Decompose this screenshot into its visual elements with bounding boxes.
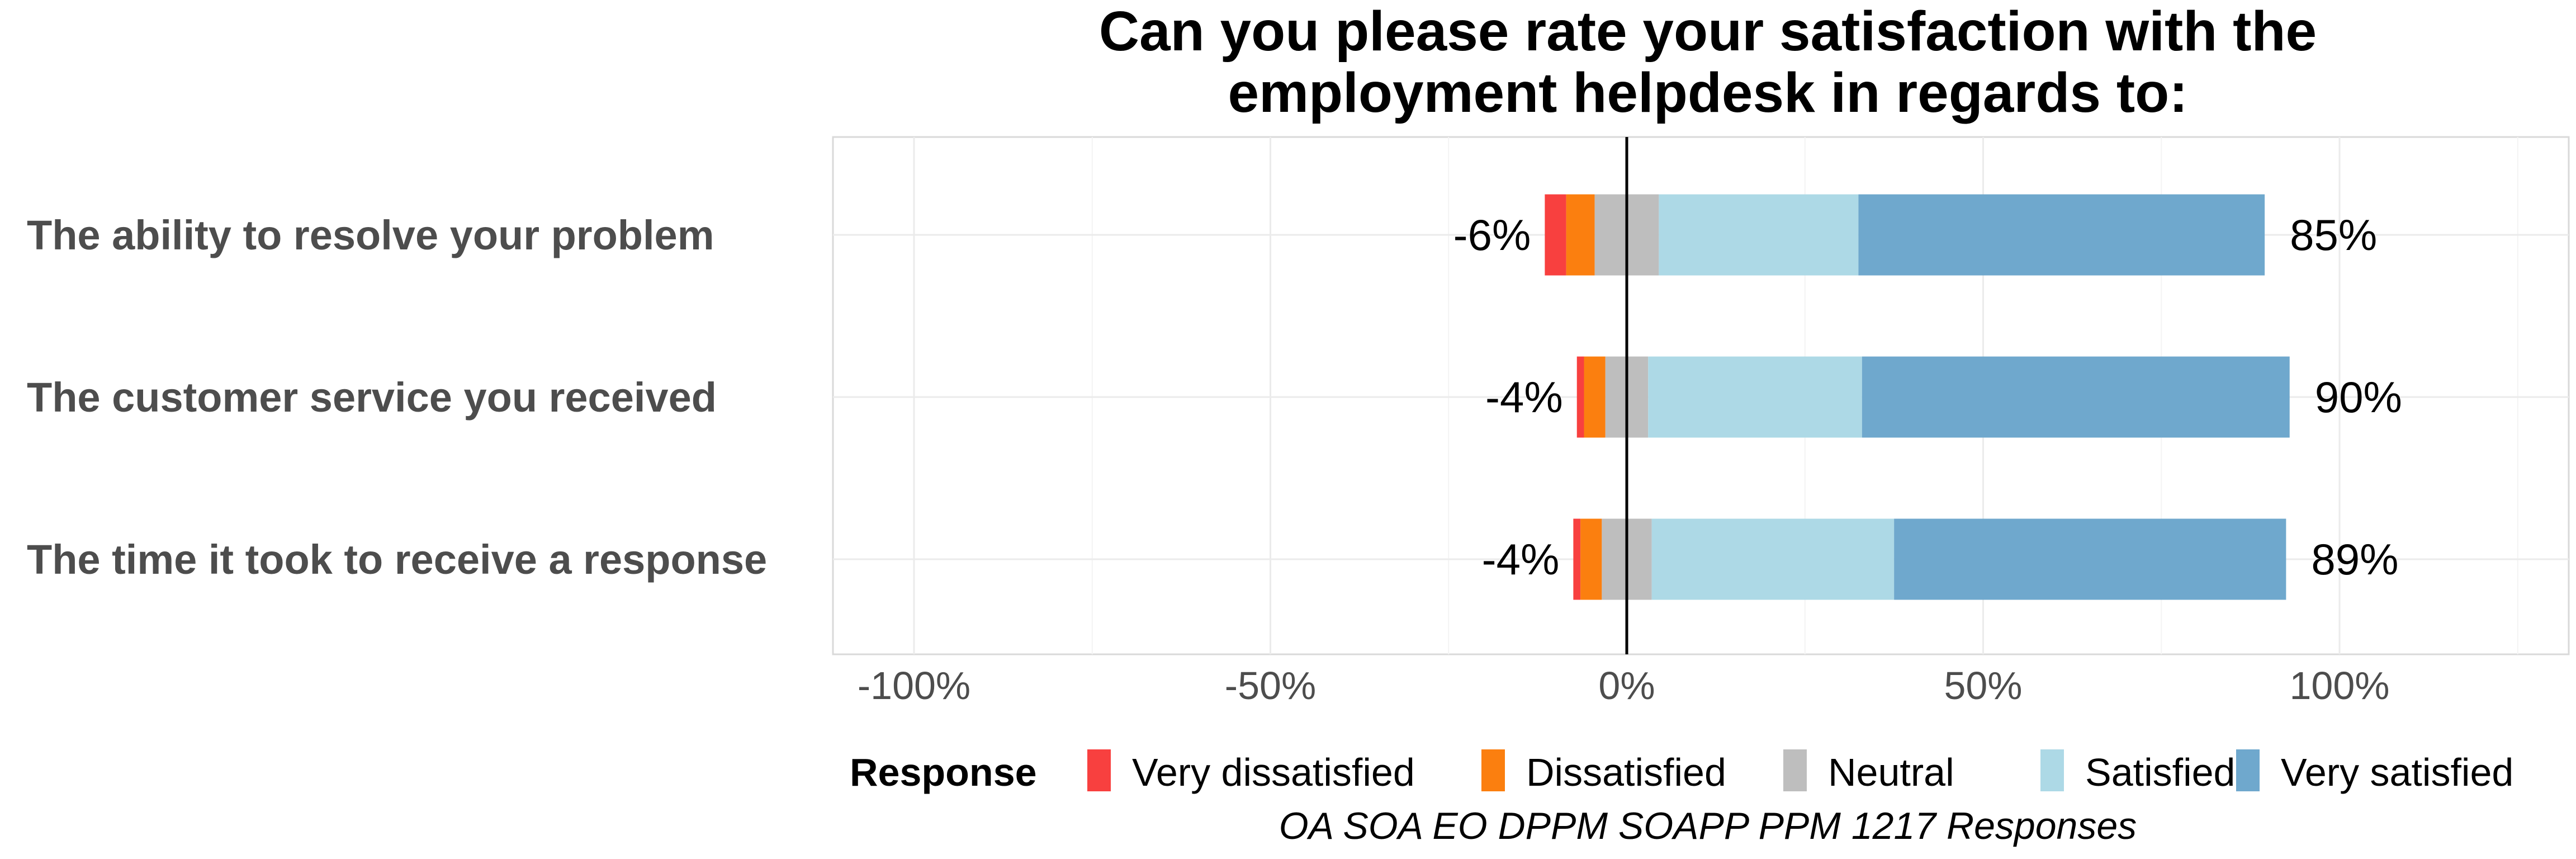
data-labels: -6% 85% -4% 90% -4% 89%: [1453, 210, 2402, 584]
x-tick-label-1: -50%: [1225, 664, 1316, 707]
bar-0-3: [1659, 194, 1859, 276]
category-label-1: The customer service you received: [27, 374, 717, 421]
legend-label-1: Dissatisfied: [1526, 751, 1726, 794]
bar-0-1: [1566, 194, 1595, 276]
pos-label-1: 90%: [2315, 372, 2402, 422]
legend-swatch-4: [2236, 749, 2260, 791]
category-labels: The ability to resolve your problem The c…: [27, 212, 767, 583]
bar-2-3: [1651, 518, 1895, 600]
bar-1-4: [1862, 356, 2290, 438]
bar-2-4: [1894, 518, 2286, 600]
legend-label-4: Very satisfied: [2281, 751, 2513, 794]
pos-label-2: 89%: [2311, 535, 2398, 584]
neg-label-0: -6%: [1453, 210, 1531, 259]
x-tick-label-2: 0%: [1598, 664, 1655, 707]
legend-title: Response: [850, 751, 1037, 794]
category-label-2: The time it took to receive a response: [27, 536, 767, 583]
bar-2-1: [1580, 518, 1602, 600]
x-tick-label-0: -100%: [858, 664, 970, 707]
x-axis-ticks: -100% -50% 0% 50% 100%: [858, 664, 2390, 707]
chart-title-line-2: employment helpdesk in regards to:: [1228, 62, 2187, 124]
chart-caption: OA SOA EO DPPM SOAPP PPM 1217 Responses: [1279, 805, 2137, 847]
bar-1-0: [1576, 356, 1584, 438]
bars: [1545, 194, 2290, 600]
bar-0-4: [1858, 194, 2265, 276]
bar-1-3: [1648, 356, 1862, 438]
legend-swatch-0: [1087, 749, 1111, 791]
legend-label-2: Neutral: [1828, 751, 1954, 794]
legend-swatch-2: [1783, 749, 1807, 791]
legend-label-3: Satisfied: [2085, 751, 2235, 794]
x-tick-label-3: 50%: [1944, 664, 2022, 707]
bar-1-1: [1584, 356, 1606, 438]
neg-label-2: -4%: [1482, 535, 1560, 584]
legend: Response Very dissatisfied Dissatisfied Ne…: [850, 749, 2513, 794]
pos-label-0: 85%: [2290, 210, 2377, 259]
bar-2-0: [1573, 518, 1581, 600]
x-tick-label-4: 100%: [2289, 664, 2389, 707]
legend-swatch-1: [1481, 749, 1505, 791]
legend-label-0: Very dissatisfied: [1132, 751, 1415, 794]
legend-swatch-3: [2040, 749, 2064, 791]
chart-title-line-1: Can you please rate your satisfaction wi…: [1099, 0, 2317, 63]
neg-label-1: -4%: [1485, 372, 1563, 422]
bar-0-0: [1545, 194, 1566, 276]
category-label-0: The ability to resolve your problem: [27, 212, 714, 258]
